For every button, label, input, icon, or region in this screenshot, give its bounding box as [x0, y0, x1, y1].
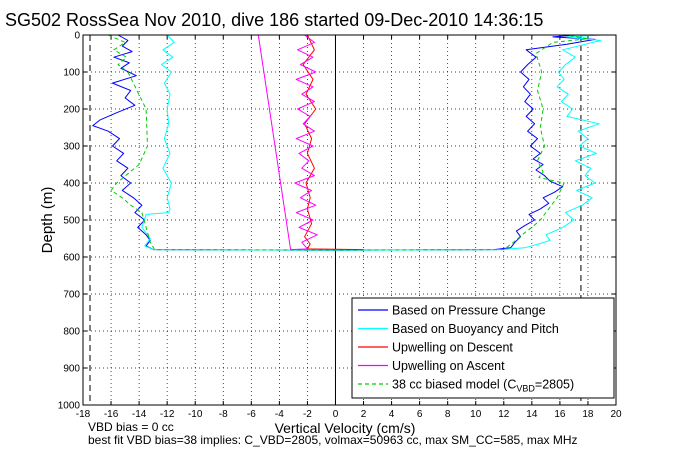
- y-tick-label: 700: [63, 290, 80, 301]
- x-tick-label: -18: [76, 409, 91, 420]
- x-tick-label: 4: [389, 409, 395, 420]
- series-line-4: [302, 34, 364, 251]
- x-tick-label: 0: [333, 409, 339, 420]
- x-tick-label: 20: [610, 409, 622, 420]
- y-tick-label: 200: [63, 105, 80, 116]
- x-tick-label: 14: [526, 409, 538, 420]
- x-tick-label: -12: [160, 409, 175, 420]
- y-tick-label: 800: [63, 327, 80, 338]
- legend-label-5: 38 cc biased model (CVBD=2805): [392, 378, 574, 394]
- plot-frame: [82, 34, 617, 406]
- y-tick-labels: 0 100 200 300 400 500 600 700 800 900 1000: [58, 31, 81, 412]
- x-tick-label: 8: [445, 409, 451, 420]
- reference-lines: [89, 35, 582, 405]
- x-tick-label: 16: [554, 409, 566, 420]
- x-tick-label: -16: [104, 409, 119, 420]
- legend-label-4: Upwelling on Ascent: [392, 359, 505, 373]
- series-group: [92, 34, 603, 251]
- legend-label-3: Upwelling on Descent: [392, 341, 513, 355]
- legend-label-2: Based on Buoyancy and Pitch: [392, 322, 559, 336]
- x-tick-label: -6: [247, 409, 256, 420]
- legend: Based on Pressure Change Based on Buoyanc…: [351, 297, 615, 399]
- x-tick-labels: -18 -16 -14 -12 -10 -8 -6 -4 -2 0 2 4 6 8 10 12 14 16 18 20: [76, 409, 622, 420]
- y-tick-label: 900: [63, 364, 80, 375]
- x-tick-label: -10: [188, 409, 203, 420]
- chart-title: SG502 RossSea Nov 2010, dive 186 started…: [5, 10, 543, 30]
- x-tick-label: 10: [470, 409, 482, 420]
- x-tick-label: 18: [582, 409, 594, 420]
- series-line-2: [141, 34, 603, 251]
- y-tick-label: 0: [74, 31, 80, 42]
- footer-line-2: best fit VBD bias=38 implies: C_VBD=2805…: [88, 433, 578, 447]
- x-tick-label: -8: [219, 409, 228, 420]
- x-tick-label: -14: [132, 409, 147, 420]
- y-axis-label: Depth (m): [39, 187, 56, 254]
- y-tick-label: 600: [63, 253, 80, 264]
- x-tick-label: 6: [417, 409, 423, 420]
- y-tick-label: 100: [63, 68, 80, 79]
- footer-line-1: VBD bias = 0 cc: [88, 420, 174, 434]
- x-axis-label: Vertical Velocity (cm/s): [275, 420, 416, 436]
- y-tick-label: 500: [63, 216, 80, 227]
- x-tick-label: 2: [361, 409, 367, 420]
- series-line-5: [257, 34, 318, 251]
- x-tick-label: -2: [303, 409, 312, 420]
- y-tick-label: 400: [63, 179, 80, 190]
- y-tick-label: 300: [63, 142, 80, 153]
- series-line-1: [92, 34, 596, 251]
- legend-label-1: Based on Pressure Change: [392, 304, 546, 318]
- grid-lines: [82, 34, 617, 406]
- x-tick-label: -4: [275, 409, 284, 420]
- series-line-3: [107, 34, 589, 251]
- legend-box: [351, 297, 615, 399]
- y-tick-label: 1000: [58, 401, 81, 412]
- x-tick-label: 12: [498, 409, 510, 420]
